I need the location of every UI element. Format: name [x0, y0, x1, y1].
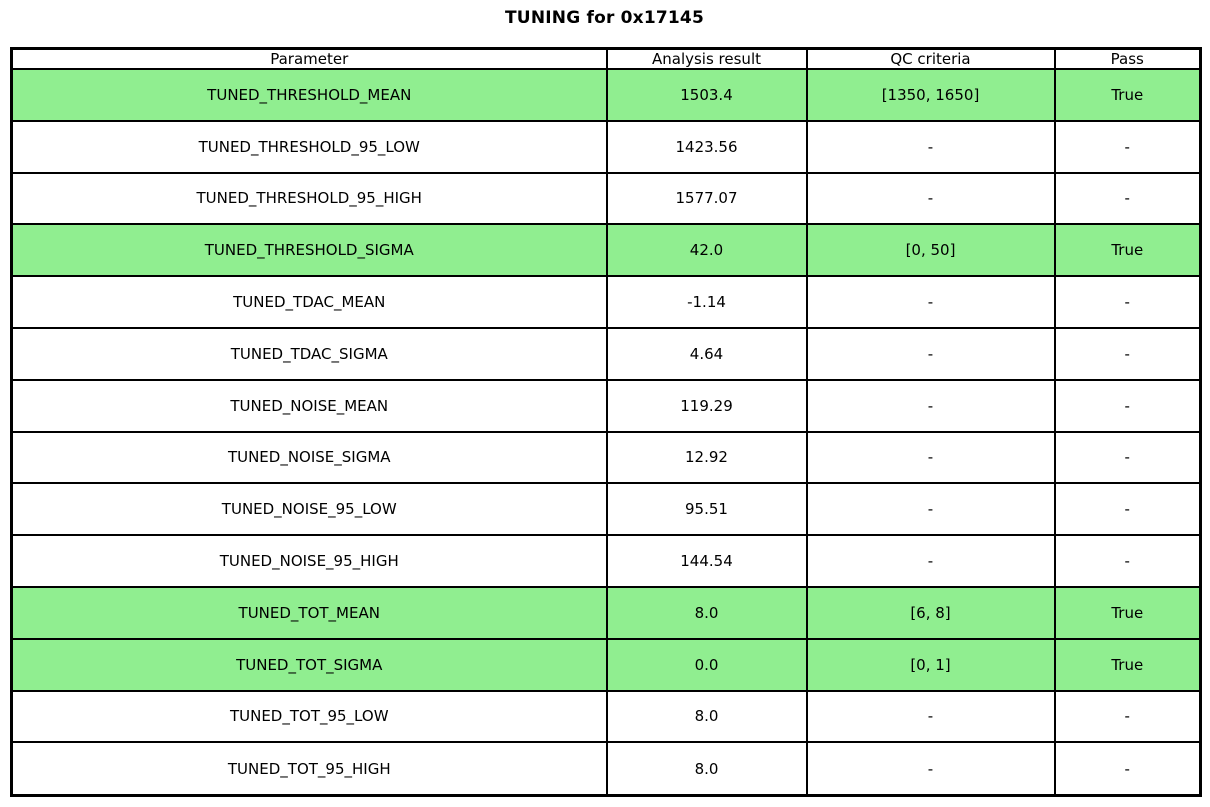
table-row: TUNED_TOT_95_LOW 8.0- - — [10, 689, 1202, 744]
pass-cell: True — [1053, 585, 1202, 640]
pass-cell: - — [1053, 326, 1202, 381]
analysis-result-cell: 1577.07 — [605, 171, 808, 226]
qc-criteria-cell: - — [805, 171, 1056, 226]
analysis-result-cell: 8.0 — [605, 585, 808, 640]
analysis-result-cell: 1503.4 — [605, 68, 808, 122]
column-header-analysis-result: Analysis result — [605, 47, 808, 70]
qc-criteria-cell: - — [805, 430, 1056, 485]
parameter-cell: TUNED_TOT_SIGMA — [10, 637, 608, 692]
pass-cell: - — [1053, 430, 1202, 485]
table-row: TUNED_THRESHOLD_95_LOW 1423.56- - — [10, 119, 1202, 174]
pass-cell: True — [1053, 68, 1202, 122]
qc-criteria-cell: - — [805, 275, 1056, 329]
parameter-cell: TUNED_NOISE_MEAN — [10, 378, 608, 433]
parameter-cell: TUNED_TDAC_MEAN — [10, 275, 608, 329]
parameter-cell: TUNED_TOT_95_LOW — [10, 689, 608, 744]
parameter-cell: TUNED_THRESHOLD_95_LOW — [10, 119, 608, 174]
qc-criteria-cell: - — [805, 482, 1056, 537]
analysis-result-cell: 95.51 — [605, 482, 808, 537]
qc-criteria-cell: - — [805, 119, 1056, 174]
analysis-result-cell: -1.14 — [605, 275, 808, 329]
analysis-result-cell: 1423.56 — [605, 119, 808, 174]
column-header-qc-criteria: QC criteria — [805, 47, 1056, 70]
table-body: TUNED_THRESHOLD_MEAN 1503.4 [1350, 1650] Tr… — [10, 68, 1202, 797]
qc-criteria-cell: [1350, 1650] — [805, 68, 1056, 122]
pass-cell: - — [1053, 275, 1202, 329]
qc-criteria-cell: - — [805, 741, 1056, 797]
analysis-result-cell: 4.64 — [605, 326, 808, 381]
table-row: TUNED_NOISE_MEAN 119.29- - — [10, 378, 1202, 433]
qc-criteria-cell: - — [805, 326, 1056, 381]
table-row: TUNED_NOISE_95_HIGH 144.54- - — [10, 534, 1202, 588]
pass-cell: - — [1053, 482, 1202, 537]
qc-criteria-cell: - — [805, 534, 1056, 588]
parameter-cell: TUNED_THRESHOLD_MEAN — [10, 68, 608, 122]
parameter-cell: TUNED_TOT_MEAN — [10, 585, 608, 640]
parameter-cell: TUNED_NOISE_95_HIGH — [10, 534, 608, 588]
table-row: TUNED_TOT_SIGMA 0.0 [0, 1] True — [10, 637, 1202, 692]
analysis-result-cell: 42.0 — [605, 223, 808, 278]
analysis-result-cell: 144.54 — [605, 534, 808, 588]
qc-criteria-cell: - — [805, 378, 1056, 433]
analysis-result-cell: 12.92 — [605, 430, 808, 485]
pass-cell: True — [1053, 223, 1202, 278]
parameter-cell: TUNED_THRESHOLD_SIGMA — [10, 223, 608, 278]
pass-cell: True — [1053, 637, 1202, 692]
analysis-result-cell: 119.29 — [605, 378, 808, 433]
column-header-pass: Pass — [1053, 47, 1202, 70]
table-row: TUNED_THRESHOLD_95_HIGH 1577.07- - — [10, 171, 1202, 226]
table-row: TUNED_NOISE_95_LOW 95.51- - — [10, 482, 1202, 537]
parameter-cell: TUNED_NOISE_SIGMA — [10, 430, 608, 485]
page-title: TUNING for 0x17145 — [505, 8, 704, 28]
table-row: TUNED_NOISE_SIGMA 12.92- - — [10, 430, 1202, 485]
qc-criteria-cell: [0, 1] — [805, 637, 1056, 692]
parameter-cell: TUNED_THRESHOLD_95_HIGH — [10, 171, 608, 226]
pass-cell: - — [1053, 171, 1202, 226]
pass-cell: - — [1053, 689, 1202, 744]
analysis-result-cell: 8.0 — [605, 741, 808, 797]
pass-cell: - — [1053, 741, 1202, 797]
parameter-cell: TUNED_TOT_95_HIGH — [10, 741, 608, 797]
table-row: TUNED_THRESHOLD_MEAN 1503.4 [1350, 1650] Tr… — [10, 68, 1202, 122]
qc-criteria-cell: - — [805, 689, 1056, 744]
parameter-cell: TUNED_TDAC_SIGMA — [10, 326, 608, 381]
qc-criteria-cell: [6, 8] — [805, 585, 1056, 640]
table-row: TUNED_TOT_MEAN 8.0 [6, 8] True — [10, 585, 1202, 640]
table-header-row: Parameter Analysis result QC criteria Pa… — [10, 47, 1202, 70]
parameter-cell: TUNED_NOISE_95_LOW — [10, 482, 608, 537]
table-row: TUNED_TDAC_SIGMA 4.64- - — [10, 326, 1202, 381]
pass-cell: - — [1053, 534, 1202, 588]
column-header-parameter: Parameter — [10, 47, 608, 70]
table-row: TUNED_TOT_95_HIGH 8.0- - — [10, 741, 1202, 797]
table-row: TUNED_TDAC_MEAN -1.14- - — [10, 275, 1202, 329]
pass-cell: - — [1053, 119, 1202, 174]
table-row: TUNED_THRESHOLD_SIGMA 42.0 [0, 50] True — [10, 223, 1202, 278]
qc-results-table: Parameter Analysis result QC criteria Pa… — [10, 47, 1202, 797]
analysis-result-cell: 0.0 — [605, 637, 808, 692]
qc-criteria-cell: [0, 50] — [805, 223, 1056, 278]
pass-cell: - — [1053, 378, 1202, 433]
analysis-result-cell: 8.0 — [605, 689, 808, 744]
